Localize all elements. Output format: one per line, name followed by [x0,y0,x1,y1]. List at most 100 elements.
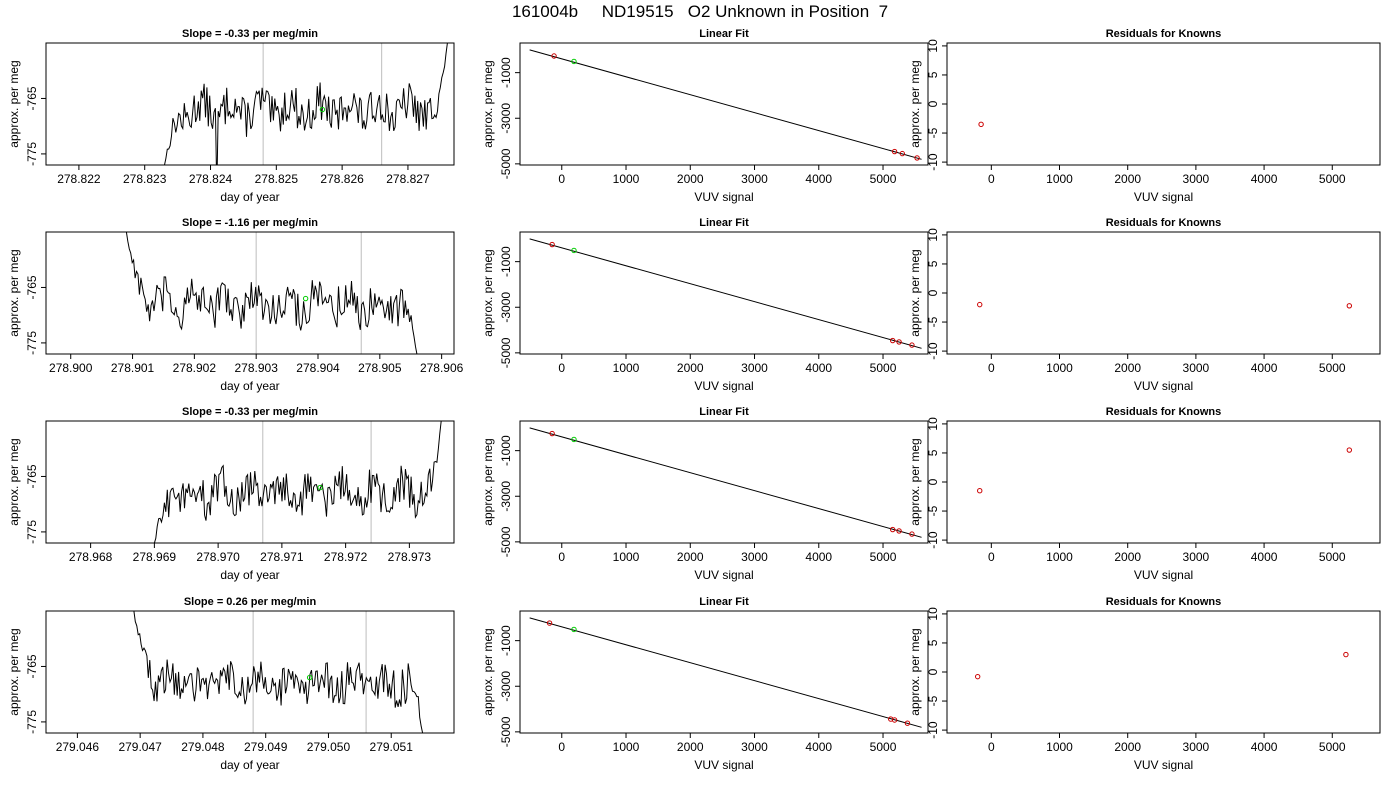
chart-8-known-point [889,526,896,533]
chart-3-residual-point [978,121,984,128]
chart-6-residual-point [1346,303,1353,309]
chart-4-xlabel: day of year [220,379,279,393]
chart-2-title: Linear Fit [699,28,749,40]
chart-10-frame [45,610,455,734]
chart-1-unknown-point [319,106,326,113]
chart-5-xtick-label: 1000 [613,361,640,375]
chart-10-time-series: Slope = 0.26 per meg/min 279.046 279.047 27… [7,596,455,772]
chart-8-xtick-label: 2000 [677,550,704,564]
chart-4-trace-line [125,232,418,354]
chart-1-xtick-label: 278.822 [57,172,101,186]
chart-8-plot-area [529,427,922,538]
chart-12-ylabel: approx. per meg [908,628,922,715]
chart-7-xlabel: day of year [220,568,279,582]
chart-12-ytick-label: 10 [926,607,940,621]
chart-2-xtick-label: 0 [558,172,565,186]
chart-12-plot-area [974,651,1349,680]
chart-5-linear-fit: Linear Fit 0 1000 2000 3000 4000 5000 VUV signa… [481,217,929,393]
chart-8-linear-fit: Linear Fit 0 1000 2000 3000 4000 5000 VUV signa… [481,406,929,582]
chart-9-xtick-label: 0 [988,550,995,564]
chart-6-ytick-label: -5 [926,316,940,327]
chart-9-residual-point [1346,447,1353,453]
chart-10-trace-line [133,611,424,733]
chart-8-ytick-label: -1000 [499,435,513,466]
chart-9-title: Residuals for Knowns [1106,406,1222,418]
chart-2-linear-fit: Linear Fit 0 1000 2000 3000 4000 5000 VUV signa… [481,28,929,204]
chart-8-xtick-label: 5000 [870,550,897,564]
chart-10-xtick-label: 279.049 [244,740,288,754]
chart-1-frame [45,42,455,166]
chart-9-xtick-label: 2000 [1114,550,1141,564]
chart-1-ytick-label: -775 [25,142,39,166]
chart-12-xtick-label: 4000 [1251,740,1278,754]
chart-12-title: Residuals for Knowns [1106,596,1222,608]
chart-8-unknown-point [571,436,577,443]
chart-3-frame [946,42,1381,166]
chart-5-xtick-label: 4000 [805,361,832,375]
chart-5-unknown-point [571,247,577,254]
chart-2-xtick-label: 4000 [805,172,832,186]
chart-8-xtick-label: 4000 [805,550,832,564]
chart-10-xtick-label: 279.048 [181,740,225,754]
chart-3-xtick-label: 2000 [1114,172,1141,186]
chart-10-title: Slope = 0.26 per meg/min [184,596,317,608]
chart-3-ytick-label: -10 [926,153,940,171]
chart-7-ytick-label: -765 [25,464,39,488]
chart-1-plot-area [164,43,448,165]
chart-5-known-point [549,241,555,248]
chart-7-title: Slope = -0.33 per meg/min [182,406,318,418]
chart-10-ytick-label: -775 [25,710,39,734]
chart-4-xtick-label: 278.904 [296,361,340,375]
chart-10-ylabel: approx. per meg [7,628,21,715]
chart-6-xtick-label: 2000 [1114,361,1141,375]
chart-1-title: Slope = -0.33 per meg/min [182,28,318,40]
chart-1-xtick-label: 278.827 [386,172,430,186]
chart-2-ylabel: approx. per meg [481,60,495,147]
chart-8-xtick-label: 1000 [613,550,640,564]
chart-4-xtick-label: 278.901 [111,361,155,375]
chart-3-ytick-label: 10 [926,39,940,53]
chart-10-unknown-point [306,674,313,681]
chart-4-ytick-label: -775 [25,331,39,355]
chart-7-frame [45,420,455,544]
chart-2-known-point [891,148,898,155]
chart-4-xtick-label: 278.905 [358,361,402,375]
chart-2-xtick-label: 1000 [613,172,640,186]
chart-11-fit-line [529,617,922,728]
chart-3-xtick-label: 5000 [1319,172,1346,186]
chart-9-ytick-label: 10 [926,417,940,431]
chart-7-xtick-label: 278.969 [133,550,177,564]
chart-7-trace-line [153,421,442,543]
chart-3-ytick-label: 5 [926,71,940,78]
chart-12-ytick-label: 5 [926,639,940,646]
chart-5-xtick-label: 5000 [870,361,897,375]
chart-11-linear-fit: Linear Fit 0 1000 2000 3000 4000 5000 VUV signa… [481,596,929,772]
chart-6-ytick-label: 5 [926,260,940,267]
chart-7-ytick-label: -775 [25,520,39,544]
chart-3-xtick-label: 1000 [1046,172,1073,186]
chart-8-title: Linear Fit [699,406,749,418]
chart-9-xtick-label: 3000 [1183,550,1210,564]
chart-10-xtick-label: 279.050 [307,740,351,754]
chart-4-xtick-label: 278.902 [173,361,217,375]
chart-5-known-point [889,337,896,344]
chart-1-ylabel: approx. per meg [7,60,21,147]
chart-2-known-point [914,155,920,161]
chart-6-residuals: Residuals for Knowns 0 1000 2000 3000 4000 500… [908,217,1381,393]
chart-4-plot-area [125,232,418,354]
chart-9-xtick-label: 5000 [1319,550,1346,564]
chart-5-ylabel: approx. per meg [481,249,495,336]
chart-2-known-point [551,53,557,59]
chart-5-xtick-label: 0 [558,361,565,375]
chart-4-xtick-label: 278.906 [420,361,464,375]
chart-10-ytick-label: -765 [25,654,39,678]
chart-5-fit-line [529,238,922,349]
chart-6-xtick-label: 5000 [1319,361,1346,375]
chart-5-ytick-label: -5000 [499,337,513,368]
chart-2-frame [519,42,929,166]
chart-6-ytick-label: 10 [926,228,940,242]
chart-7-xtick-label: 278.968 [69,550,113,564]
chart-5-ytick-label: -3000 [499,292,513,323]
chart-6-xlabel: VUV signal [1134,379,1193,393]
